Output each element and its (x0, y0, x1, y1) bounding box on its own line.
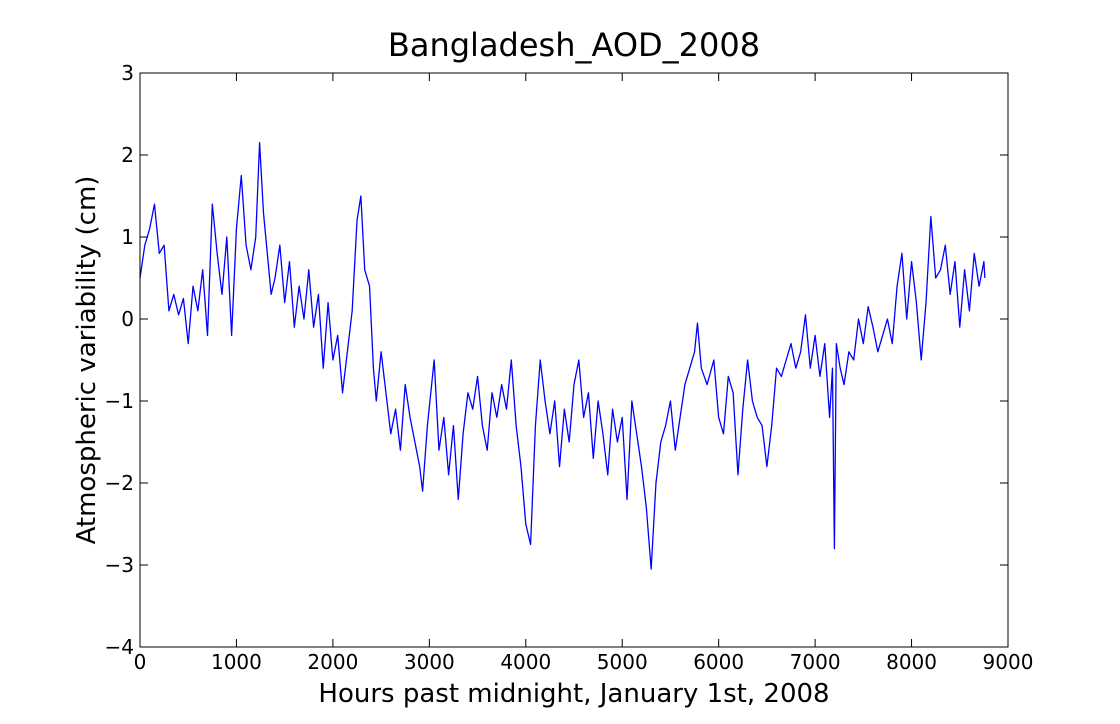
y-tick-label: −2 (105, 471, 134, 495)
y-tick-label: 0 (121, 307, 134, 331)
y-axis-label: Atmospheric variability (cm) (72, 176, 102, 545)
x-tick-label: 7000 (790, 650, 841, 674)
y-tick-label: 3 (121, 61, 134, 85)
y-tick-label: −1 (105, 389, 134, 413)
x-tick-label: 4000 (500, 650, 551, 674)
chart-title: Bangladesh_AOD_2008 (388, 26, 760, 64)
data-line (139, 142, 986, 570)
y-tick-label: 2 (121, 143, 134, 167)
x-tick-label: 0 (134, 650, 147, 674)
x-tick-label: 9000 (983, 650, 1034, 674)
plot-frame (139, 72, 1009, 648)
x-tick-label: 2000 (307, 650, 358, 674)
x-tick-label: 6000 (693, 650, 744, 674)
y-tick-label: −4 (105, 635, 134, 659)
x-tick-label: 8000 (886, 650, 937, 674)
y-tick-label: 1 (121, 225, 134, 249)
y-tick-label: −3 (105, 553, 134, 577)
x-tick-label: 5000 (597, 650, 648, 674)
x-tick-label: 1000 (211, 650, 262, 674)
x-tick-label: 3000 (404, 650, 455, 674)
x-axis-label: Hours past midnight, January 1st, 2008 (318, 679, 829, 709)
